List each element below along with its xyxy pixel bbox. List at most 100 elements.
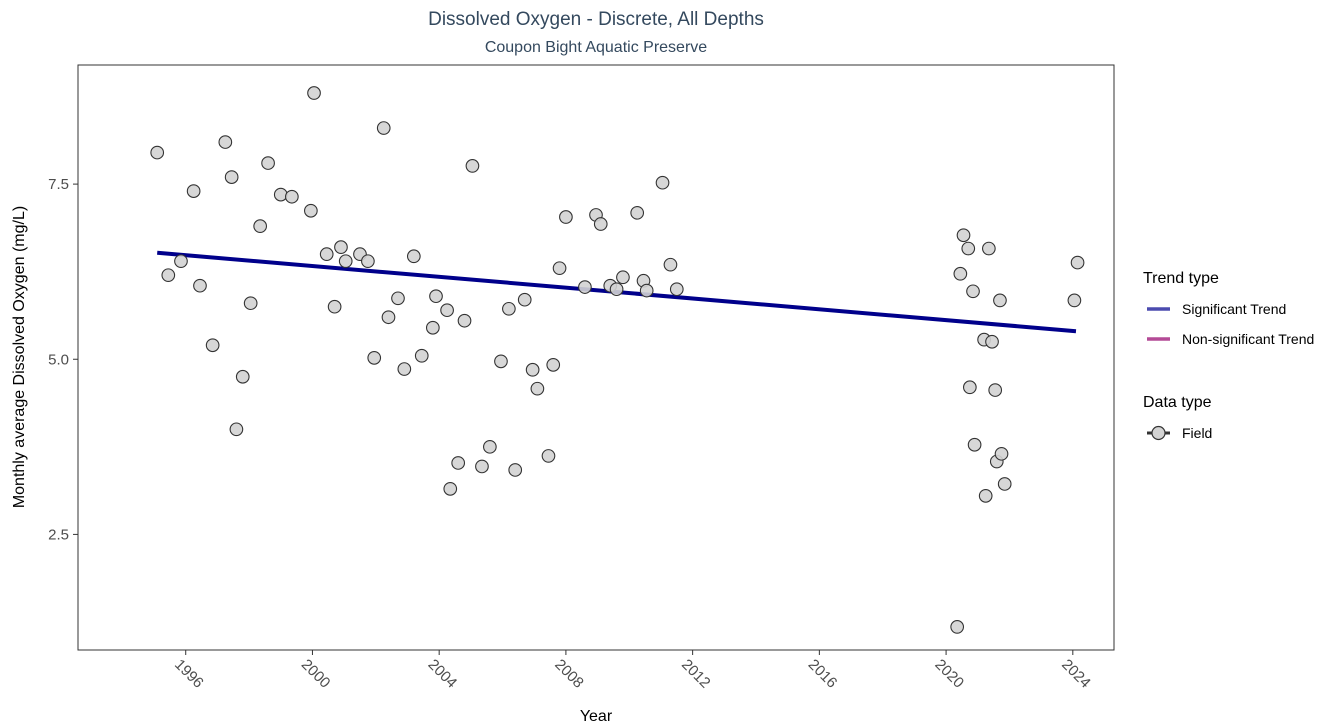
data-point xyxy=(669,282,684,297)
data-point xyxy=(639,283,654,298)
data-point xyxy=(982,241,996,256)
legend-non-significant-trend-label: Non-significant Trend xyxy=(1182,331,1314,347)
data-point xyxy=(993,293,1007,308)
data-point xyxy=(193,278,207,293)
data-point xyxy=(224,170,239,184)
data-point xyxy=(406,249,421,264)
data-point xyxy=(552,261,567,276)
data-point xyxy=(578,280,592,294)
data-point xyxy=(327,299,342,314)
data-point xyxy=(451,456,466,470)
plot-panel xyxy=(77,64,1115,651)
data-point xyxy=(997,477,1012,491)
data-point xyxy=(429,289,443,304)
legend-field-point-swatch xyxy=(1151,425,1166,441)
data-point xyxy=(273,187,288,202)
data-point xyxy=(530,381,545,396)
data-point xyxy=(397,362,412,376)
data-point xyxy=(663,257,678,272)
chart-title: Dissolved Oxygen - Discrete, All Depths xyxy=(428,9,764,30)
data-point xyxy=(655,175,670,190)
x-tick-label: 1996 xyxy=(171,656,207,692)
data-point xyxy=(985,334,999,349)
data-point xyxy=(186,184,201,198)
x-tick-label: 2000 xyxy=(298,656,334,692)
data-point xyxy=(966,284,980,299)
legend-field-label: Field xyxy=(1182,425,1212,441)
data-point xyxy=(1067,293,1082,308)
data-point xyxy=(334,240,348,255)
data-point xyxy=(517,292,532,307)
data-point xyxy=(361,254,375,269)
data-point xyxy=(525,362,540,377)
data-point xyxy=(1070,255,1085,270)
data-point xyxy=(229,422,244,437)
data-point xyxy=(950,620,965,634)
x-tick-label: 2008 xyxy=(551,656,587,692)
data-point xyxy=(475,459,489,474)
data-point xyxy=(962,380,977,395)
points-layer xyxy=(150,86,1085,634)
data-point xyxy=(988,383,1003,397)
x-axis: 1996 2000 2004 2008 2012 2016 2020 2024 xyxy=(171,650,1094,692)
x-tick-label: 2012 xyxy=(678,656,714,692)
data-point xyxy=(956,228,971,243)
data-point xyxy=(967,437,982,452)
x-tick-label: 2024 xyxy=(1058,656,1094,692)
data-point xyxy=(319,247,334,262)
data-point xyxy=(161,268,176,283)
x-tick-label: 2016 xyxy=(805,656,841,692)
data-point xyxy=(616,270,630,285)
data-point xyxy=(443,482,458,496)
x-tick-label: 2004 xyxy=(425,656,461,692)
data-point xyxy=(338,254,353,269)
data-point xyxy=(494,354,508,369)
data-point xyxy=(218,135,233,149)
data-point xyxy=(307,86,321,100)
legend: Trend type Significant Trend Non-signifi… xyxy=(1143,270,1314,441)
data-point xyxy=(261,156,275,170)
data-point xyxy=(235,369,250,384)
data-point xyxy=(994,446,1009,461)
data-point xyxy=(414,348,429,363)
y-tick-label: 7.5 xyxy=(48,176,69,193)
x-tick-label: 2020 xyxy=(931,656,967,692)
data-point xyxy=(285,189,299,204)
data-point xyxy=(502,301,516,316)
data-point xyxy=(953,266,968,281)
data-point xyxy=(376,121,391,135)
x-axis-title: Year xyxy=(580,708,613,725)
data-point xyxy=(978,489,993,503)
data-point xyxy=(253,219,268,233)
legend-significant-trend-label: Significant Trend xyxy=(1182,301,1286,317)
data-point xyxy=(150,145,165,160)
data-point xyxy=(174,254,188,269)
data-point xyxy=(440,303,454,318)
data-point xyxy=(304,203,318,218)
data-point xyxy=(593,217,608,231)
chart-subtitle: Coupon Bight Aquatic Preserve xyxy=(485,39,707,56)
data-point xyxy=(457,313,472,328)
data-point xyxy=(630,205,645,220)
data-point xyxy=(367,351,382,365)
y-tick-label: 5.0 xyxy=(48,351,69,368)
data-point xyxy=(205,338,220,353)
legend-title-data: Data type xyxy=(1143,394,1212,411)
data-point xyxy=(546,358,561,372)
y-axis: 2.5 5.0 7.5 xyxy=(48,176,78,543)
data-point xyxy=(559,210,573,224)
data-point xyxy=(609,282,624,297)
data-point xyxy=(425,320,440,335)
data-point xyxy=(391,291,405,306)
data-point xyxy=(483,439,497,454)
data-point xyxy=(465,159,480,173)
data-point xyxy=(381,310,396,325)
data-point xyxy=(541,449,556,463)
y-tick-label: 2.5 xyxy=(48,526,69,543)
data-point xyxy=(961,241,976,256)
data-point xyxy=(508,463,523,477)
legend-title-trend: Trend type xyxy=(1143,270,1219,287)
y-axis-title: Monthly average Dissolved Oxygen (mg/L) xyxy=(11,206,28,508)
data-point xyxy=(243,296,258,311)
